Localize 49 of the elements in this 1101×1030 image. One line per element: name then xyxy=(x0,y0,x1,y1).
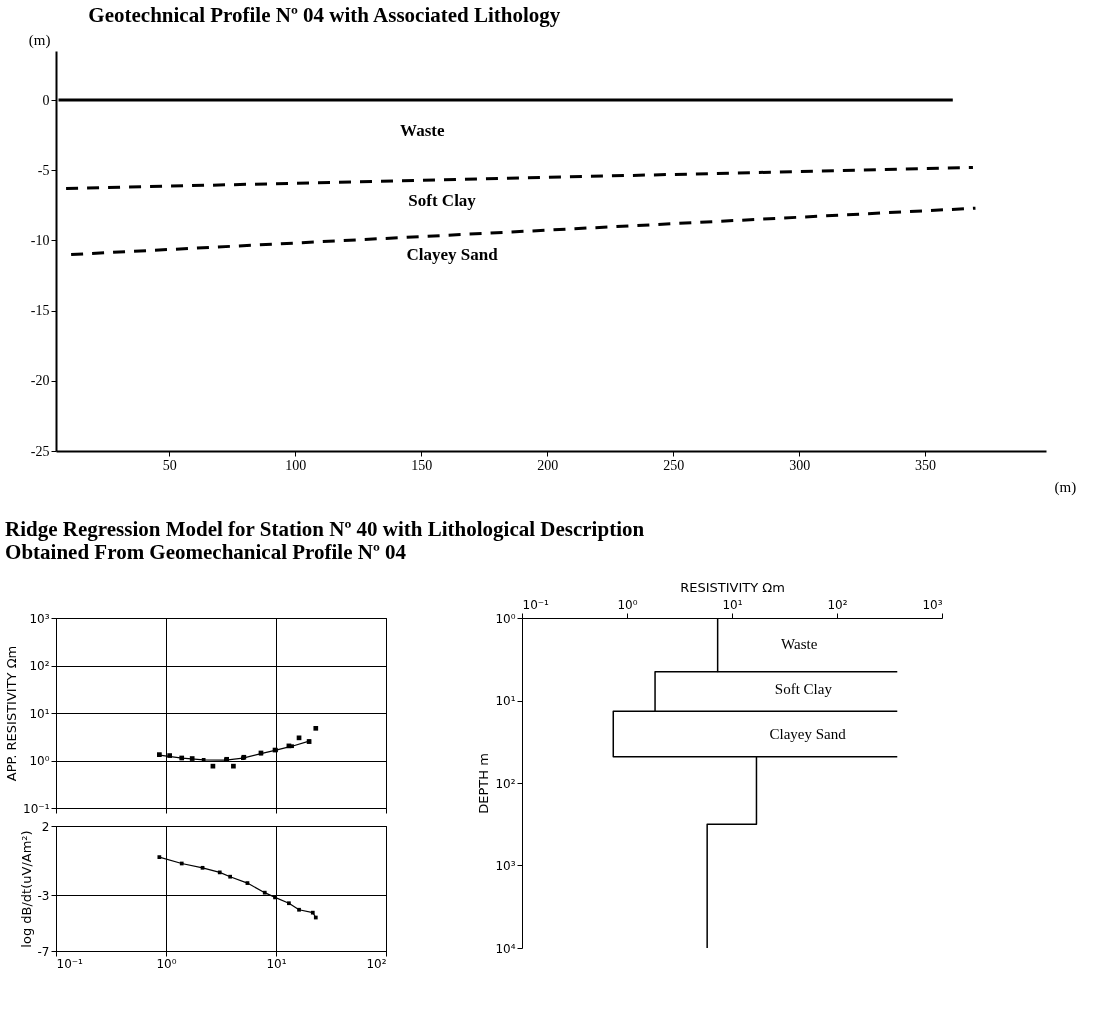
x-tick-label: 10⁻¹ xyxy=(56,956,84,971)
y-tick-label: -7 xyxy=(37,944,50,959)
y-axis-title: log dB/dt(uV/Am²) xyxy=(18,830,34,948)
y-tick-label: 10¹ xyxy=(29,706,50,721)
y-tick-label: 2 xyxy=(41,819,50,834)
y-tick-label: 10² xyxy=(495,776,516,791)
annotation: Waste xyxy=(400,121,445,140)
y-axis-title: DEPTH m xyxy=(476,753,492,814)
x-tick-label: 10¹ xyxy=(722,597,743,612)
y-tick-label: -5 xyxy=(37,162,50,178)
y-tick-label: -25 xyxy=(30,443,50,459)
x-tick-label: 10¹ xyxy=(266,956,287,971)
x-tick-label: 10² xyxy=(827,597,848,612)
y-tick-label: 10⁴ xyxy=(495,941,516,956)
x-tick-label: 150 xyxy=(411,457,433,473)
y-tick-label: 10¹ xyxy=(495,694,516,708)
x-tick-label: 100 xyxy=(285,457,307,473)
y-tick-label: -20 xyxy=(30,373,50,389)
y-tick-label: 10³ xyxy=(495,859,516,873)
chart-title: Ridge Regression Model for Station Nº 40 with Lithological Description Obtained From Geomechanical Profile Nº 04 xyxy=(5,517,645,564)
annotation: Soft Clay xyxy=(774,681,833,698)
annotation: Clayey Sand xyxy=(769,725,847,742)
y-tick-label: 10⁻¹ xyxy=(23,801,50,816)
x-tick-label: 10³ xyxy=(922,597,943,612)
x-tick-label: 300 xyxy=(789,457,811,473)
y-tick-label: -3 xyxy=(37,888,50,903)
y-tick-label: -10 xyxy=(30,232,50,248)
y-tick-label: 10³ xyxy=(29,611,50,626)
x-tick-label: 10⁰ xyxy=(617,597,638,612)
x-tick-label: 50 xyxy=(162,457,177,473)
y-tick-label: 10⁰ xyxy=(29,754,50,768)
y-axis-title: APP. RESISTIVITY Ωm xyxy=(4,645,20,782)
x-tick-label: 10⁻¹ xyxy=(522,597,550,612)
x-tick-label: 10² xyxy=(366,956,387,971)
x-tick-label: 250 xyxy=(663,457,685,473)
y-tick-label: 0 xyxy=(42,92,50,108)
annotation: Waste xyxy=(781,636,818,653)
annotation: Soft Clay xyxy=(408,191,477,210)
annotation: Clayey Sand xyxy=(406,245,499,264)
y-tick-label: 10⁰ xyxy=(495,611,516,626)
x-tick-label: 350 xyxy=(915,457,937,473)
y-tick-label: 10² xyxy=(29,659,50,673)
x-tick-label: 200 xyxy=(537,457,559,473)
x-tick-label: 10⁰ xyxy=(156,956,177,971)
y-tick-label: -15 xyxy=(30,303,50,319)
y-axis-title: (m) xyxy=(28,31,51,49)
x-axis-title: RESISTIVITY Ωm xyxy=(680,579,785,595)
chart-title: Geotechnical Profile Nº 04 with Associated Lithology xyxy=(88,3,561,27)
x-axis-title: (m) xyxy=(1054,478,1077,496)
